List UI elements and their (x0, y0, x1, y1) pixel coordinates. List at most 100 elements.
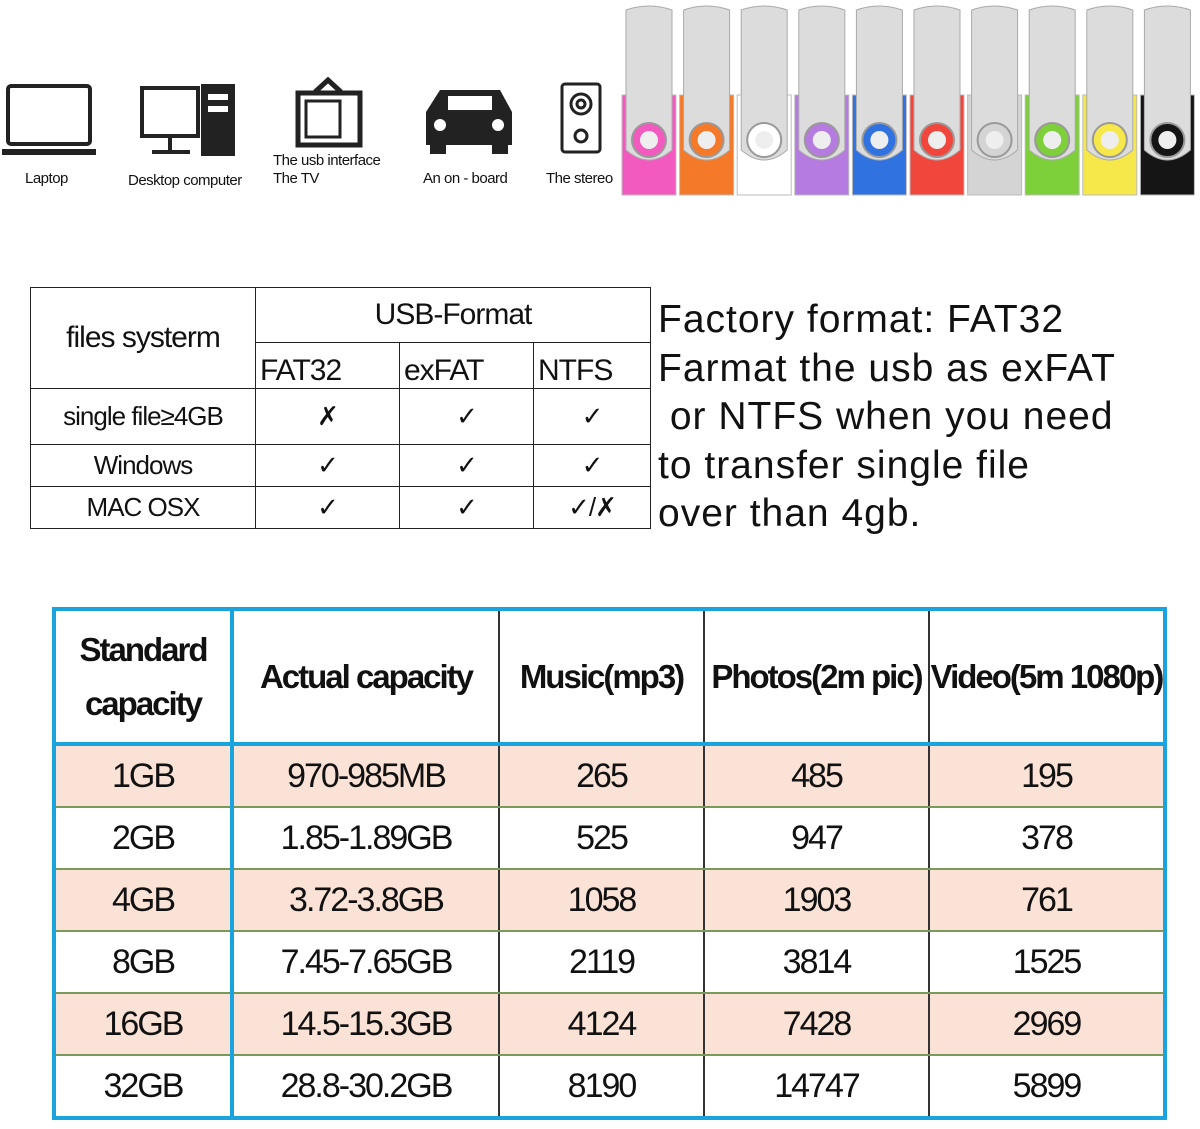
capacity-cell: 14747 (703, 1055, 930, 1119)
usb-drive-part (640, 131, 658, 149)
format-cell: ✓ (533, 388, 651, 445)
format-corner: files systerm (30, 287, 256, 389)
capacity-cell: 265 (498, 744, 705, 808)
device-label-line: Desktop computer (128, 172, 242, 189)
usb-drive-part (755, 131, 774, 149)
usb-drive-part (1086, 5, 1134, 161)
capacity-cell: 1525 (928, 931, 1166, 994)
capacity-cell: 5899 (928, 1055, 1166, 1119)
note-line: over than 4gb. (658, 492, 922, 535)
usb-drive-part (683, 5, 731, 161)
capacity-cell: 32GB (53, 1055, 234, 1119)
capacity-row: 2GB 1.85-1.89GB 525 947 378 (53, 807, 1166, 870)
format-column: NTFS (533, 342, 651, 389)
capacity-row: 16GB 14.5-15.3GB 4124 7428 2969 (53, 993, 1166, 1056)
usb-drives (621, 5, 1195, 196)
stereo-icon (560, 82, 602, 154)
capacity-header: Standard capacity (53, 609, 234, 746)
capacity-cell: 378 (928, 807, 1166, 870)
usb-drive-part (1043, 131, 1062, 149)
usb-drive-part (798, 5, 846, 161)
format-cell: ✗ (255, 388, 400, 445)
usb-drive-part (855, 5, 903, 161)
device-banner (2, 5, 1195, 196)
capacity-cell: 8190 (498, 1055, 705, 1119)
capacity-cell: 3.72-3.8GB (231, 869, 500, 932)
capacity-cell: 7428 (703, 993, 930, 1056)
note-line: Factory format: FAT32 (658, 298, 1065, 341)
capacity-cell: 16GB (53, 993, 234, 1056)
usb-drive-part (913, 5, 961, 161)
format-cell: ✓ (399, 388, 534, 445)
capacity-cell: 2969 (928, 993, 1166, 1056)
capacity-cell: 970-985MB (231, 744, 500, 808)
usb-drive-part (812, 131, 831, 149)
capacity-header: Video(5m 1080p) (928, 609, 1166, 746)
capacity-header: Music(mp3) (498, 609, 705, 746)
capacity-cell: 485 (703, 744, 930, 808)
usb-drive (621, 5, 677, 196)
note-line: to transfer single file (658, 443, 1031, 487)
capacity-cell: 4GB (53, 869, 234, 932)
usb-drive-part (1158, 131, 1177, 149)
format-cell: ✓ (399, 486, 534, 529)
usb-drive-part (870, 131, 889, 149)
usb-drive (1082, 5, 1138, 196)
capacity-header: Photos(2m pic) (703, 609, 930, 746)
capacity-cell: 761 (928, 869, 1166, 932)
note-line: or NTFS when you need (658, 395, 1114, 438)
format-cell: ✓ (255, 444, 400, 487)
laptop-icon (2, 84, 96, 155)
usb-drive (967, 5, 1023, 196)
device-label: Desktop computer (128, 172, 242, 190)
usb-drive-part (697, 131, 716, 149)
capacity-cell: 3814 (703, 931, 930, 994)
capacity-cell: 2119 (498, 931, 705, 994)
format-column: exFAT (399, 342, 534, 389)
capacity-cell: 8GB (53, 931, 234, 994)
device-label: The usb interface The TV (273, 152, 381, 188)
capacity-cell: 525 (498, 807, 705, 870)
capacity-cell: 4124 (498, 993, 705, 1056)
format-row-label: MAC OSX (30, 486, 256, 529)
format-column-row: FAT32 exFAT NTFS (31, 342, 651, 389)
device-label: The stereo (546, 170, 613, 188)
device-label-line: The stereo (546, 170, 613, 187)
format-row: MAC OSX ✓ ✓ ✓/✗ (30, 486, 651, 529)
device-label: An on - board (423, 170, 508, 188)
format-note: Factory format: FAT32 Farmat the usb as e… (658, 296, 1116, 539)
device-label-line: The usb interface (273, 152, 381, 169)
usb-drive (909, 5, 965, 196)
format-row-label: Windows (30, 444, 256, 487)
note-line: Farmat the usb as exFAT (658, 346, 1116, 390)
device-label-line: Laptop (25, 170, 68, 187)
capacity-cell: 2GB (53, 807, 234, 870)
capacity-row: 1GB 970-985MB 265 485 195 (53, 744, 1166, 808)
usb-drive-part (1143, 5, 1191, 161)
capacity-row: 8GB 7.45-7.65GB 2119 3814 1525 (53, 931, 1166, 994)
usb-drive (794, 5, 850, 196)
usb-drive (851, 5, 907, 196)
capacity-row: 32GB 28.8-30.2GB 8190 14747 5899 (53, 1055, 1166, 1119)
capacity-table: Standard capacity Actual capacity Music(mp… (52, 607, 1167, 1120)
desktop-icon (140, 84, 235, 156)
capacity-cell: 1GB (53, 744, 234, 808)
usb-drive-part (625, 5, 673, 161)
capacity-row: 4GB 3.72-3.8GB 1058 1903 761 (53, 869, 1166, 932)
capacity-cell: 1903 (703, 869, 930, 932)
device-label-line: An on - board (423, 170, 508, 187)
capacity-cell: 28.8-30.2GB (231, 1055, 500, 1119)
usb-drive-part (740, 5, 788, 161)
format-cell: ✓/✗ (533, 486, 651, 529)
capacity-cell: 195 (928, 744, 1166, 808)
usb-drive-part (985, 131, 1004, 149)
usb-drive (679, 5, 735, 196)
device-label: Laptop (25, 170, 68, 188)
format-cell: ✓ (255, 486, 400, 529)
format-cell: ✓ (399, 444, 534, 487)
capacity-cell: 1058 (498, 869, 705, 932)
usb-drive (1024, 5, 1080, 196)
format-group: USB-Format (255, 287, 651, 343)
capacity-cell: 14.5-15.3GB (231, 993, 500, 1056)
